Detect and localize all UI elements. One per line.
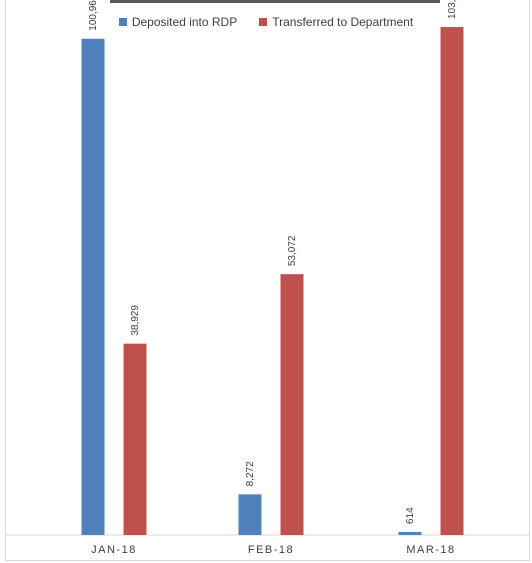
x-tick-label-jan-18: JAN-18 [91,544,137,556]
bar-transferred-jan-18 [123,343,147,535]
bar-transferred-mar-18 [440,27,464,536]
legend-item-transferred: Transferred to Department [259,15,413,29]
data-label-deposited-jan-18: 100,966 [88,0,99,31]
data-label-deposited-feb-18: 8,272 [245,461,256,486]
chart-frame [5,0,530,561]
legend-label-deposited: Deposited into RDP [131,15,238,29]
legend-swatch-transferred [259,18,268,26]
bars-group [81,27,464,536]
data-label-transferred-mar-18: 103,351 [447,0,458,19]
bar-deposited-mar-18 [398,531,422,535]
legend-swatch-deposited [118,18,127,26]
x-tick-label-mar-18: MAR-18 [406,544,455,556]
data-label-deposited-mar-18: 614 [405,507,416,524]
chart-legend: Deposited into RDP Transferred to Depart… [0,15,532,29]
data-labels-group: 100,966 38,929 8,272 53,072 614 103,351 [88,0,458,524]
legend-label-transferred: Transferred to Department [272,15,414,29]
bar-transferred-feb-18 [280,274,304,535]
cropped-header-fragment [110,0,440,3]
bar-deposited-jan-18 [81,38,105,535]
legend-item-deposited: Deposited into RDP [118,15,238,29]
x-tick-labels-group: JAN-18 FEB-18 MAR-18 [91,544,455,556]
data-label-transferred-feb-18: 53,072 [287,235,298,266]
data-label-transferred-jan-18: 38,929 [130,305,141,336]
bar-deposited-feb-18 [238,494,262,535]
x-tick-label-feb-18: FEB-18 [248,544,294,556]
